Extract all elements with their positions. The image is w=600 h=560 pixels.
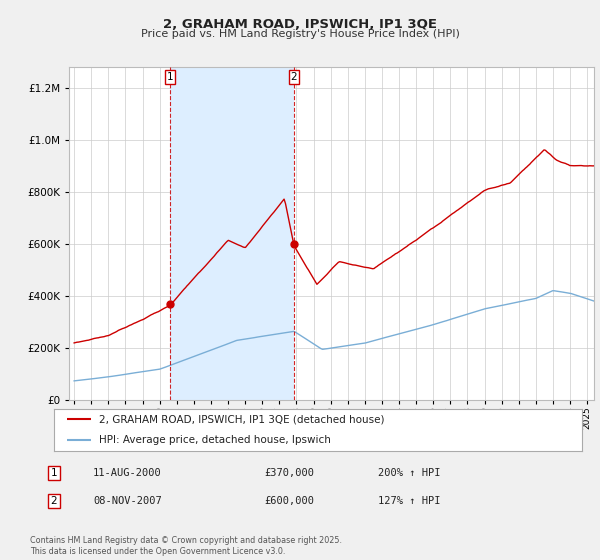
- Text: Price paid vs. HM Land Registry's House Price Index (HPI): Price paid vs. HM Land Registry's House …: [140, 29, 460, 39]
- Text: HPI: Average price, detached house, Ipswich: HPI: Average price, detached house, Ipsw…: [99, 435, 331, 445]
- Text: 08-NOV-2007: 08-NOV-2007: [93, 496, 162, 506]
- Bar: [170, 67, 294, 400]
- Text: 200% ↑ HPI: 200% ↑ HPI: [378, 468, 440, 478]
- Text: 2, GRAHAM ROAD, IPSWICH, IP1 3QE (detached house): 2, GRAHAM ROAD, IPSWICH, IP1 3QE (detach…: [99, 414, 385, 424]
- Text: £600,000: £600,000: [264, 496, 314, 506]
- Text: 1: 1: [50, 468, 58, 478]
- Text: 2: 2: [290, 72, 297, 82]
- Text: 1: 1: [167, 72, 173, 82]
- Text: Contains HM Land Registry data © Crown copyright and database right 2025.
This d: Contains HM Land Registry data © Crown c…: [30, 536, 342, 556]
- Text: £370,000: £370,000: [264, 468, 314, 478]
- Text: 2: 2: [50, 496, 58, 506]
- Text: 11-AUG-2000: 11-AUG-2000: [93, 468, 162, 478]
- Text: 127% ↑ HPI: 127% ↑ HPI: [378, 496, 440, 506]
- Text: 2, GRAHAM ROAD, IPSWICH, IP1 3QE: 2, GRAHAM ROAD, IPSWICH, IP1 3QE: [163, 18, 437, 31]
